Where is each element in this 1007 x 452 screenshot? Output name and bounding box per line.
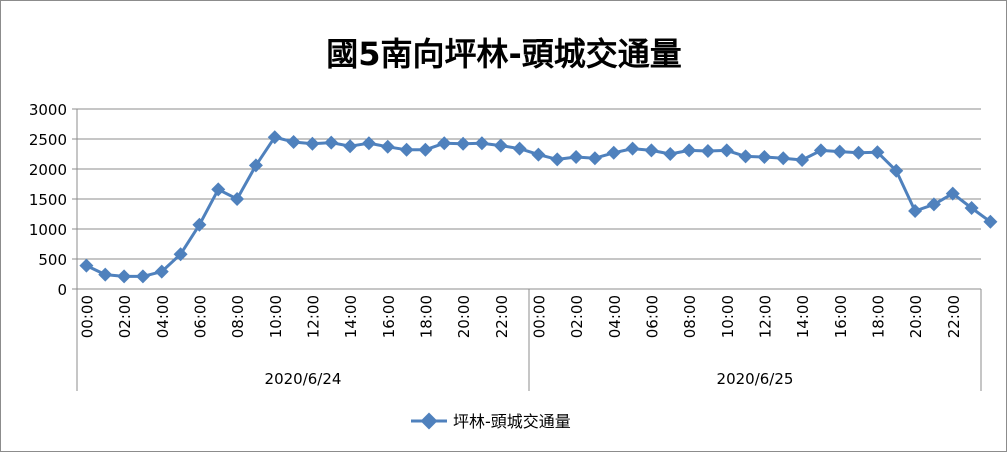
- x-tick-label: 06:00: [643, 295, 661, 338]
- legend-entry: 坪林-頭城交通量: [453, 412, 571, 431]
- y-tick-label: 3000: [29, 101, 67, 119]
- chart-title: 國5南向坪林-頭城交通量: [326, 35, 682, 73]
- data-point: [79, 258, 94, 273]
- x-tick-label: 00:00: [530, 295, 548, 338]
- y-tick-label: 1500: [29, 191, 67, 209]
- data-point: [569, 150, 584, 164]
- x-tick-label: 08:00: [229, 295, 247, 338]
- data-point: [550, 152, 565, 167]
- data-point: [154, 264, 169, 279]
- data-point: [851, 145, 866, 160]
- data-point: [945, 186, 960, 201]
- x-tick-label: 02:00: [568, 295, 586, 338]
- y-axis-ticks: 0 500 1000 1500 2000 2500 3000: [29, 101, 67, 299]
- data-point: [135, 269, 150, 284]
- data-point: [211, 182, 226, 197]
- y-tick-label: 1000: [29, 221, 67, 239]
- data-point: [117, 269, 132, 284]
- data-point: [700, 144, 715, 158]
- data-point: [380, 139, 395, 154]
- x-tick-label: 18:00: [417, 295, 435, 338]
- date-group-label: 2020/6/24: [265, 370, 342, 388]
- data-point: [493, 138, 508, 153]
- data-point: [832, 144, 847, 159]
- data-point: [870, 145, 885, 160]
- axes: [72, 108, 982, 391]
- x-tick-label: 10:00: [267, 295, 285, 338]
- x-tick-label: 14:00: [794, 295, 812, 338]
- date-groups: 2020/6/24 2020/6/25: [265, 370, 794, 388]
- x-tick-label: 08:00: [681, 295, 699, 338]
- data-point: [813, 143, 828, 158]
- data-point: [606, 145, 621, 160]
- data-point: [964, 201, 979, 215]
- y-tick-label: 2500: [29, 131, 67, 149]
- data-point: [343, 139, 358, 154]
- x-tick-label: 02:00: [116, 295, 134, 338]
- data-point: [173, 247, 188, 262]
- y-tick-label: 2000: [29, 161, 67, 179]
- y-tick-label: 500: [38, 251, 67, 269]
- legend-marker-swatch: [420, 412, 438, 430]
- data-point: [286, 135, 301, 149]
- x-tick-label: 12:00: [756, 295, 774, 338]
- data-point: [587, 151, 602, 166]
- data-point: [361, 136, 376, 151]
- x-tick-label: 14:00: [342, 295, 360, 338]
- data-point: [889, 163, 904, 178]
- data-point: [644, 143, 659, 158]
- x-tick-label: 20:00: [455, 295, 473, 338]
- data-point: [663, 147, 678, 161]
- data-point: [682, 143, 697, 158]
- data-point: [795, 153, 810, 167]
- x-tick-label: 20:00: [907, 295, 925, 338]
- data-point: [98, 267, 113, 282]
- data-point: [719, 143, 734, 158]
- data-point: [305, 136, 320, 151]
- x-tick-label: 16:00: [380, 295, 398, 338]
- x-tick-label: 16:00: [832, 295, 850, 338]
- x-tick-label: 10:00: [719, 295, 737, 338]
- grid: [77, 108, 981, 260]
- data-point: [437, 136, 452, 151]
- data-point: [908, 204, 923, 218]
- x-tick-label: 12:00: [304, 295, 322, 338]
- x-tick-label: 04:00: [606, 295, 624, 338]
- data-point: [418, 142, 433, 157]
- data-point: [324, 135, 339, 150]
- x-axis-ticks: 00:00 02:00 04:00 06:00 08:00 10:00 12:00 14:00…: [78, 295, 962, 338]
- series: [79, 130, 998, 284]
- x-tick-label: 06:00: [191, 295, 209, 338]
- data-point: [192, 217, 207, 232]
- x-tick-label: 00:00: [78, 295, 96, 338]
- data-point: [267, 130, 282, 145]
- data-point: [983, 214, 998, 229]
- date-group-label: 2020/6/25: [717, 370, 794, 388]
- x-tick-label: 22:00: [945, 295, 963, 338]
- data-point: [757, 150, 772, 164]
- y-tick-label: 0: [57, 281, 67, 299]
- legend: 坪林-頭城交通量: [411, 412, 571, 431]
- data-point: [512, 141, 527, 156]
- data-point: [474, 136, 489, 151]
- data-point: [776, 151, 791, 166]
- data-point: [926, 197, 941, 212]
- data-point: [625, 141, 640, 156]
- data-point: [230, 192, 245, 206]
- x-tick-label: 22:00: [493, 295, 511, 338]
- data-point: [248, 158, 263, 173]
- data-point: [456, 136, 471, 151]
- data-point: [531, 147, 546, 162]
- data-point: [738, 149, 753, 164]
- x-tick-label: 04:00: [154, 295, 172, 338]
- x-tick-label: 18:00: [869, 295, 887, 338]
- data-point: [399, 142, 414, 157]
